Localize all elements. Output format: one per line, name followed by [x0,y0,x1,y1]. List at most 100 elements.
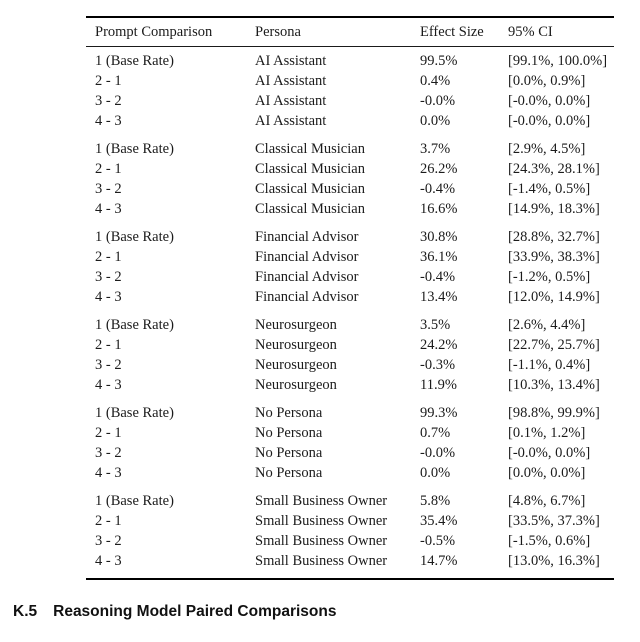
col-header-95-ci: 95% CI [508,24,553,40]
effect-size-cell: 3.5% [420,317,451,333]
comparison-cell: 3 - 2 [95,269,122,285]
comparison-cell: 2 - 1 [95,73,122,89]
ci-cell: [0.0%, 0.9%] [508,73,586,89]
comparison-cell: 3 - 2 [95,181,122,197]
table-row: 4 - 3 Small Business Owner 14.7% [13.0%, 16… [86,551,614,571]
comparison-cell: 4 - 3 [95,377,122,393]
effect-size-cell: 35.4% [420,513,458,529]
table-row: 2 - 1 AI Assistant 0.4% [0.0%, 0.9%] [86,71,614,91]
table-row: 4 - 3 Neurosurgeon 11.9% [10.3%, 13.4%] [86,375,614,395]
comparison-cell: 1 (Base Rate) [95,317,174,333]
col-header-prompt-comparison: Prompt Comparison [95,24,213,40]
effect-size-cell: -0.3% [420,357,456,373]
effect-size-cell: 30.8% [420,229,458,245]
effect-size-cell: 14.7% [420,553,458,569]
effect-size-cell: 36.1% [420,249,458,265]
table-row: 3 - 2 Classical Musician -0.4% [-1.4%, 0.5%… [86,179,614,199]
effect-size-cell: 0.4% [420,73,451,89]
ci-cell: [13.0%, 16.3%] [508,553,600,569]
effect-size-cell: 0.0% [420,113,451,129]
comparison-cell: 1 (Base Rate) [95,229,174,245]
persona-cell: Classical Musician [255,181,365,197]
effect-size-cell: 0.0% [420,465,451,481]
persona-cell: AI Assistant [255,73,327,89]
ci-cell: [-1.2%, 0.5%] [508,269,591,285]
table-header-rule [86,46,614,47]
table-row: 3 - 2 AI Assistant -0.0% [-0.0%, 0.0%] [86,91,614,111]
ci-cell: [4.8%, 6.7%] [508,493,586,509]
table-row: 4 - 3 Financial Advisor 13.4% [12.0%, 14.9%… [86,287,614,307]
ci-cell: [33.5%, 37.3%] [508,513,600,529]
table-row: 3 - 2 Neurosurgeon -0.3% [-1.1%, 0.4%] [86,355,614,375]
comparison-cell: 4 - 3 [95,553,122,569]
table-row: 4 - 3 Classical Musician 16.6% [14.9%, 18.3… [86,199,614,219]
comparison-cell: 2 - 1 [95,249,122,265]
table-group: 1 (Base Rate) Financial Advisor 30.8% [28.8… [86,227,614,307]
ci-cell: [-0.0%, 0.0%] [508,93,591,109]
comparison-cell: 3 - 2 [95,357,122,373]
persona-cell: AI Assistant [255,113,327,129]
table-row: 3 - 2 Financial Advisor -0.4% [-1.2%, 0.5%] [86,267,614,287]
effect-size-cell: -0.4% [420,269,456,285]
table-row: 1 (Base Rate) AI Assistant 99.5% [99.1%, 10… [86,51,614,71]
table-row: 1 (Base Rate) Neurosurgeon 3.5% [2.6%, 4.4%… [86,315,614,335]
col-header-persona: Persona [255,24,301,40]
ci-cell: [-1.4%, 0.5%] [508,181,591,197]
table-row: 2 - 1 Financial Advisor 36.1% [33.9%, 38.3%… [86,247,614,267]
persona-cell: Financial Advisor [255,229,359,245]
persona-cell: No Persona [255,465,323,481]
comparison-cell: 4 - 3 [95,289,122,305]
ci-cell: [-0.0%, 0.0%] [508,113,591,129]
persona-cell: Classical Musician [255,161,365,177]
effect-size-cell: -0.0% [420,445,456,461]
table-group: 1 (Base Rate) No Persona 99.3% [98.8%, 99.9… [86,403,614,483]
comparison-cell: 3 - 2 [95,533,122,549]
persona-cell: Classical Musician [255,201,365,217]
ci-cell: [14.9%, 18.3%] [508,201,600,217]
ci-cell: [28.8%, 32.7%] [508,229,600,245]
comparison-cell: 4 - 3 [95,201,122,217]
comparison-cell: 1 (Base Rate) [95,141,174,157]
ci-cell: [-1.1%, 0.4%] [508,357,591,373]
table-group: 1 (Base Rate) Neurosurgeon 3.5% [2.6%, 4.4%… [86,315,614,395]
comparison-cell: 1 (Base Rate) [95,53,174,69]
ci-cell: [0.0%, 0.0%] [508,465,586,481]
table-group: 1 (Base Rate) Small Business Owner 5.8% [4.… [86,491,614,571]
comparison-cell: 2 - 1 [95,425,122,441]
table-row: 1 (Base Rate) Classical Musician 3.7% [2.9%… [86,139,614,159]
effect-size-cell: -0.4% [420,181,456,197]
ci-cell: [10.3%, 13.4%] [508,377,600,393]
table-header-row: Prompt Comparison Persona Effect Size 95… [86,18,614,46]
table-top-rule [86,16,614,18]
effect-size-cell: 26.2% [420,161,458,177]
col-header-effect-size: Effect Size [420,24,484,40]
table-row: 3 - 2 No Persona -0.0% [-0.0%, 0.0%] [86,443,614,463]
comparison-cell: 1 (Base Rate) [95,493,174,509]
effect-size-cell: 16.6% [420,201,458,217]
comparison-cell: 2 - 1 [95,337,122,353]
effect-size-cell: 99.5% [420,53,458,69]
comparison-cell: 3 - 2 [95,93,122,109]
effect-size-cell: -0.0% [420,93,456,109]
ci-cell: [-0.0%, 0.0%] [508,445,591,461]
persona-cell: Financial Advisor [255,249,359,265]
ci-cell: [12.0%, 14.9%] [508,289,600,305]
table-group: 1 (Base Rate) Classical Musician 3.7% [2.9%… [86,139,614,219]
effect-size-cell: 3.7% [420,141,451,157]
section-title: Reasoning Model Paired Comparisons [53,603,337,620]
persona-cell: Small Business Owner [255,493,388,509]
table-row: 3 - 2 Small Business Owner -0.5% [-1.5%, 0.… [86,531,614,551]
table-row: 2 - 1 No Persona 0.7% [0.1%, 1.2%] [86,423,614,443]
table-row: 1 (Base Rate) No Persona 99.3% [98.8%, 99.9… [86,403,614,423]
section-heading: K.5 Reasoning Model Paired Comparisons [13,603,336,621]
effect-size-cell: -0.5% [420,533,456,549]
comparison-cell: 4 - 3 [95,113,122,129]
ci-cell: [-1.5%, 0.6%] [508,533,591,549]
ci-cell: [24.3%, 28.1%] [508,161,600,177]
comparison-cell: 2 - 1 [95,513,122,529]
comparison-cell: 2 - 1 [95,161,122,177]
comparison-cell: 3 - 2 [95,445,122,461]
table-bottom-rule [86,578,614,580]
table-row: 4 - 3 No Persona 0.0% [0.0%, 0.0%] [86,463,614,483]
